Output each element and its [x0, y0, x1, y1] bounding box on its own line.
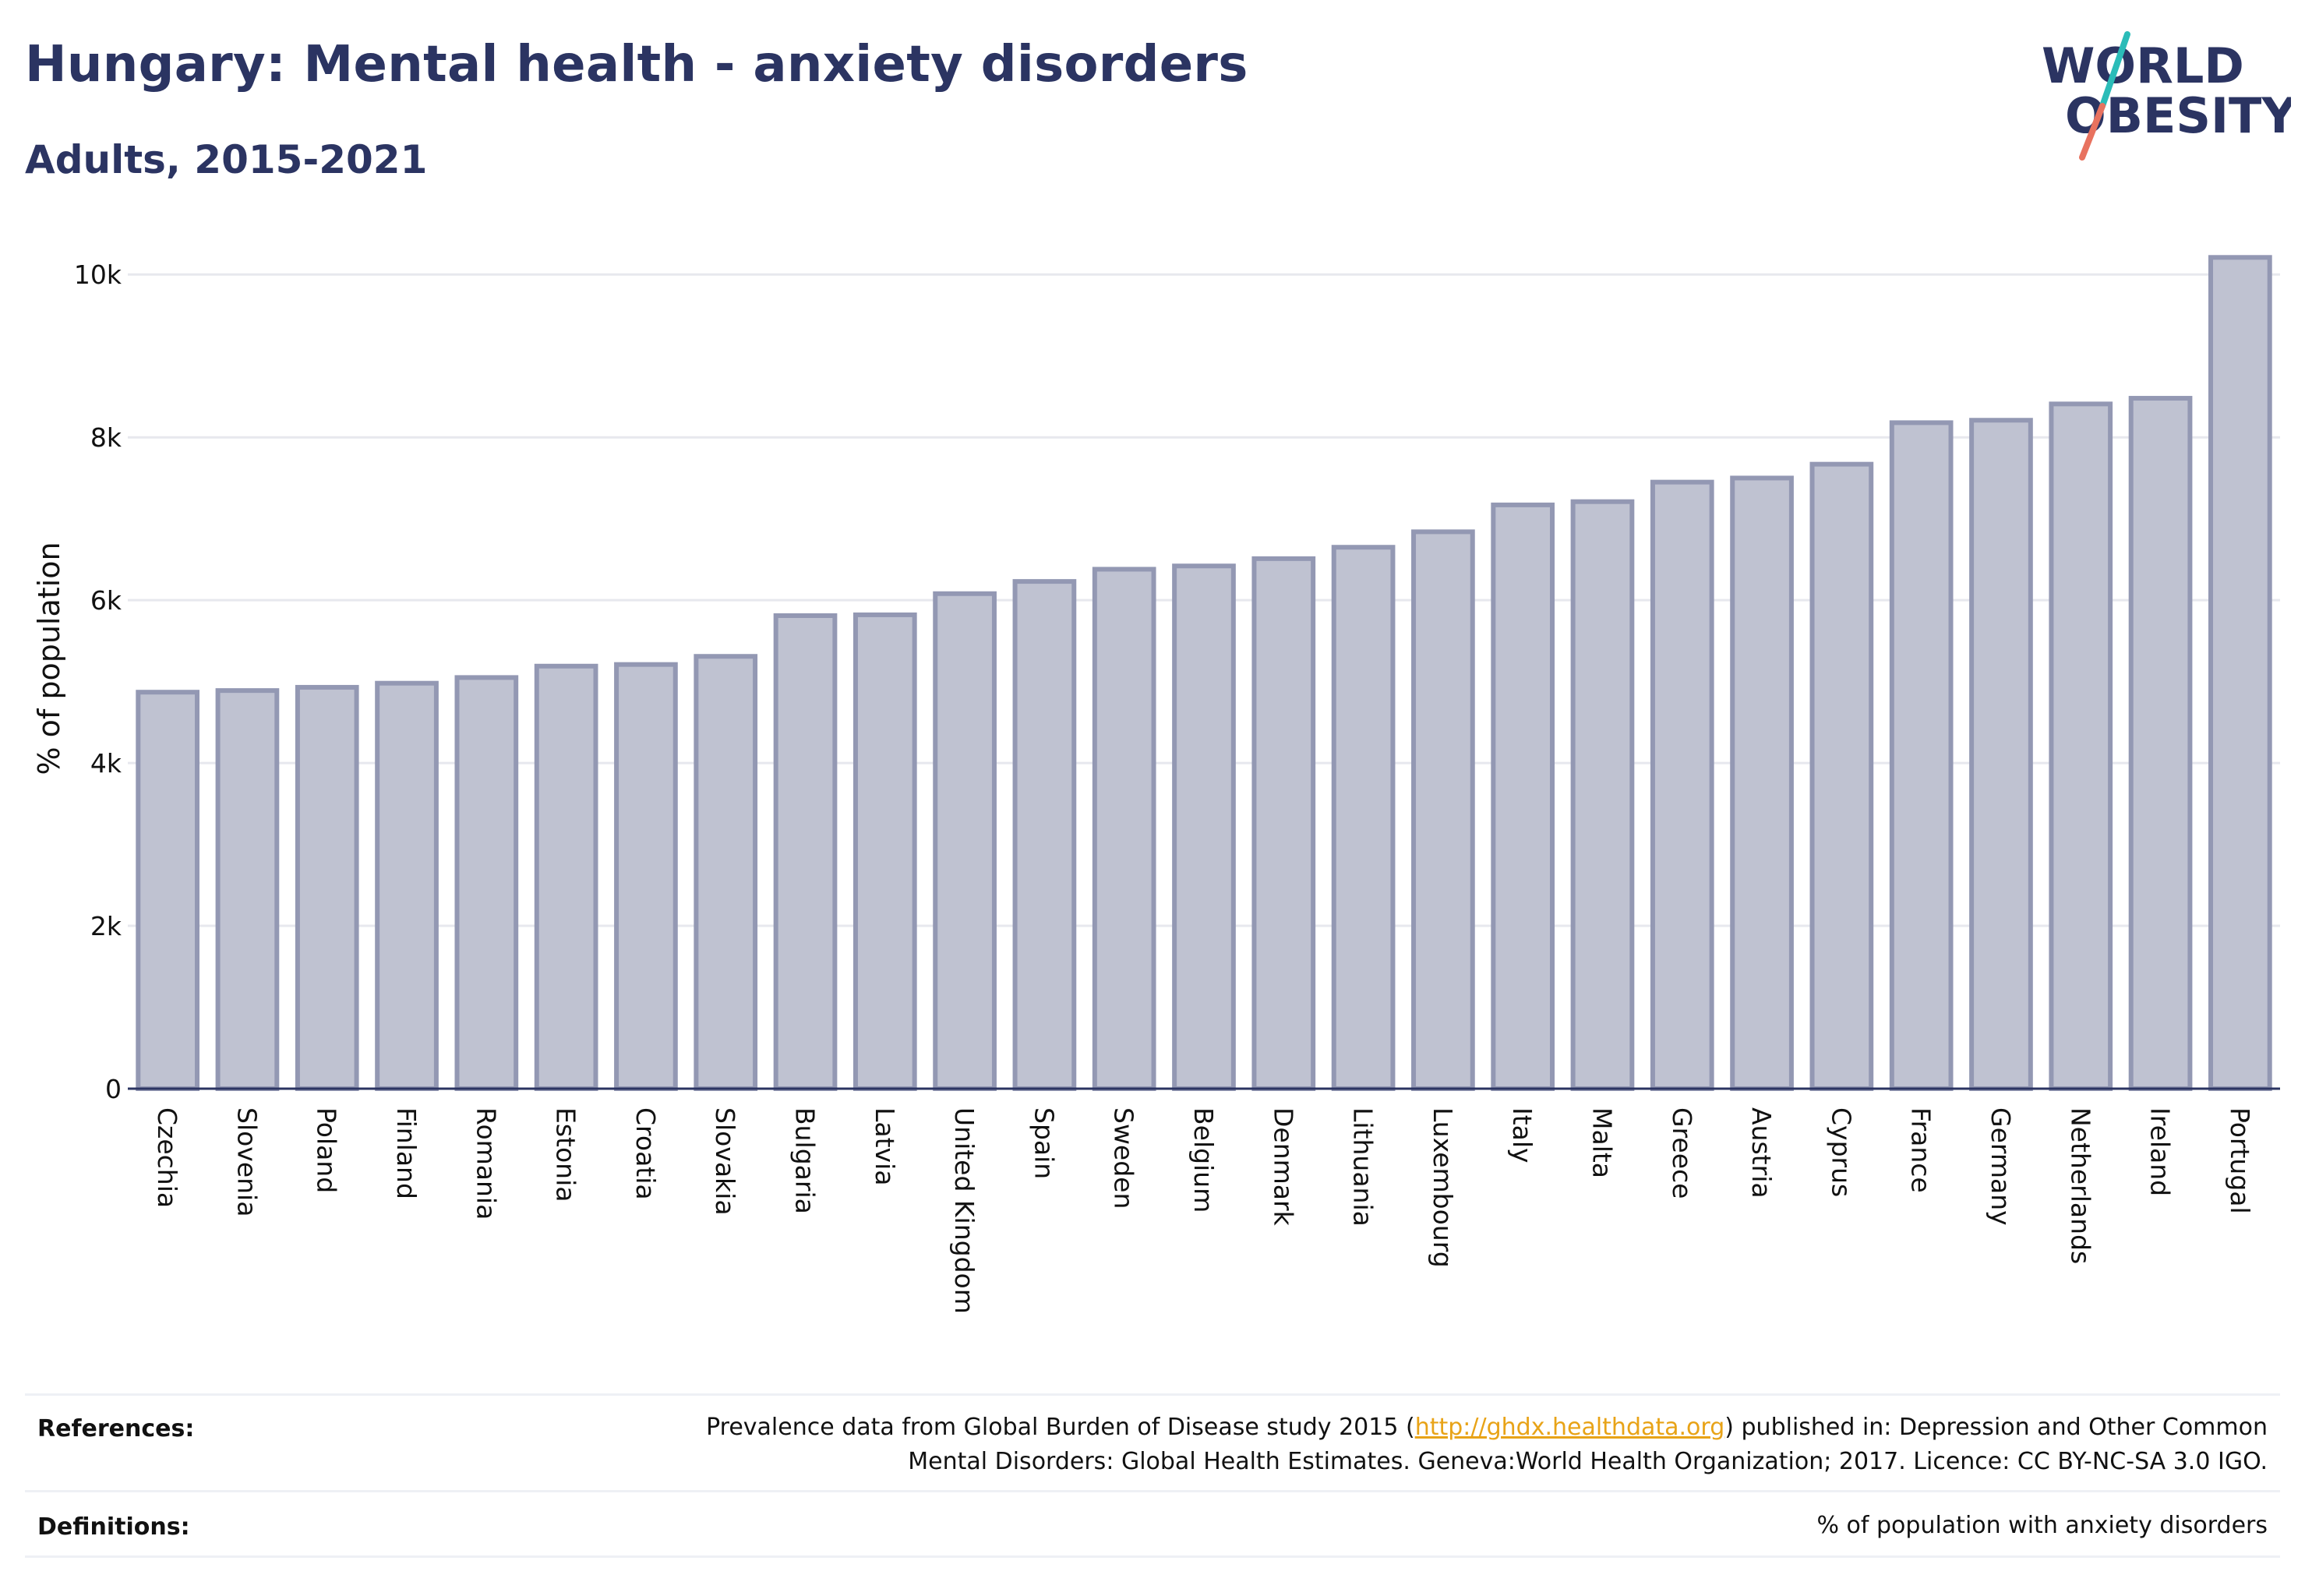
bar-germany [1969, 418, 2033, 1091]
bar-malta [1570, 499, 1635, 1091]
x-tick-label: Austria [1746, 1107, 1777, 1199]
references-text: Prevalence data from Global Burden of Di… [706, 1411, 2268, 1479]
x-tick-label: Slovakia [710, 1107, 740, 1216]
x-tick-label: Latvia [870, 1107, 900, 1185]
bar-slovakia [694, 654, 758, 1091]
bar-chart: 0 2k 4k 6k 8k 10k Czechia Slovenia Poland Finland… [32, 255, 2280, 1314]
x-tick-label: France [1906, 1107, 1936, 1193]
footer-divider-top [25, 1393, 2280, 1396]
y-tick-label: 10k [74, 260, 122, 290]
references-before: Prevalence data from Global Burden of Di… [706, 1414, 1415, 1441]
bar-greece [1650, 479, 1714, 1091]
x-tick-label: Malta [1587, 1107, 1617, 1178]
bar-spain [1012, 579, 1077, 1091]
references-line2: Mental Disorders: Global Health Estimate… [908, 1448, 2268, 1475]
logo-slash-bottom [2079, 103, 2106, 161]
bar-sweden [1092, 567, 1156, 1091]
x-tick-label: Lithuania [1348, 1107, 1378, 1227]
definitions-text: % of population with anxiety disorders [1816, 1512, 2268, 1539]
x-tick-label: Germany [1986, 1107, 2016, 1226]
axis-layer: 0 2k 4k 6k 8k 10k Czechia Slovenia Poland Finland… [74, 260, 2280, 1314]
bar-italy [1491, 502, 1555, 1091]
chart-subtitle: Adults, 2015-2021 [25, 137, 428, 182]
x-tick-label: Ireland [2145, 1107, 2176, 1196]
footer-divider-bottom [25, 1555, 2280, 1558]
x-tick-label: Netherlands [2065, 1107, 2095, 1264]
x-tick-label: United Kingdom [949, 1107, 980, 1314]
x-tick-label: Portugal [2225, 1107, 2255, 1214]
y-tick-label: 6k [90, 585, 122, 616]
bar-bulgaria [773, 613, 838, 1091]
references-label: References: [37, 1415, 195, 1442]
x-tick-label: Greece [1667, 1107, 1697, 1199]
references-link[interactable]: http://ghdx.healthdata.org [1414, 1414, 1725, 1441]
y-tick-label: 8k [90, 422, 122, 453]
x-tick-label: Slovenia [231, 1107, 262, 1216]
y-axis-label: % of population [32, 542, 66, 775]
x-tick-label: Spain [1029, 1107, 1059, 1179]
bar-united-kingdom [933, 591, 997, 1091]
x-tick-label: Bulgaria [790, 1107, 821, 1214]
bar-portugal [2208, 255, 2272, 1091]
x-tick-label: Denmark [1268, 1107, 1298, 1227]
y-tick-label: 2k [90, 911, 122, 941]
bar-finland [375, 680, 439, 1091]
bar-belgium [1172, 563, 1236, 1091]
bar-france [1889, 420, 1954, 1091]
bar-ireland [2128, 396, 2193, 1091]
x-tick-label: Italy [1507, 1107, 1537, 1163]
bar-czechia [136, 690, 199, 1091]
logo-slash-top [2099, 31, 2130, 109]
bar-poland [295, 684, 359, 1091]
world-obesity-logo: WORLD OBESITY [2042, 31, 2291, 161]
bar-estonia [534, 663, 598, 1091]
bar-cyprus [1809, 461, 1874, 1091]
y-tick-label: 0 [105, 1074, 122, 1104]
logo-line1: WORLD [2042, 37, 2244, 94]
footer-divider-middle [25, 1490, 2280, 1492]
x-tick-label: Romania [471, 1107, 501, 1220]
bar-netherlands [2049, 401, 2113, 1091]
bar-denmark [1251, 556, 1316, 1091]
bar-romania [454, 675, 519, 1091]
references-line1: Prevalence data from Global Burden of Di… [706, 1411, 2268, 1445]
x-tick-label: Finland [391, 1107, 422, 1199]
bar-luxembourg [1411, 529, 1475, 1091]
x-tick-label: Estonia [551, 1107, 581, 1202]
x-tick-label: Croatia [630, 1107, 661, 1200]
references-after: ) published in: Depression and Other Com… [1724, 1414, 2268, 1441]
bar-layer [136, 255, 2272, 1092]
bar-austria [1730, 475, 1794, 1091]
x-tick-label: Sweden [1109, 1107, 1139, 1209]
bar-croatia [614, 662, 678, 1091]
definitions-label: Definitions: [37, 1513, 190, 1541]
x-tick-label: Luxembourg [1428, 1107, 1458, 1268]
x-tick-label: Cyprus [1826, 1107, 1856, 1197]
bar-slovenia [215, 688, 280, 1092]
bar-lithuania [1331, 545, 1396, 1091]
chart-title: Hungary: Mental health - anxiety disorde… [25, 36, 1248, 94]
bar-latvia [852, 612, 917, 1091]
y-tick-label: 4k [90, 748, 122, 779]
x-tick-label: Poland [312, 1107, 342, 1193]
x-tick-label: Belgium [1188, 1107, 1219, 1213]
x-tick-label: Czechia [152, 1107, 182, 1208]
